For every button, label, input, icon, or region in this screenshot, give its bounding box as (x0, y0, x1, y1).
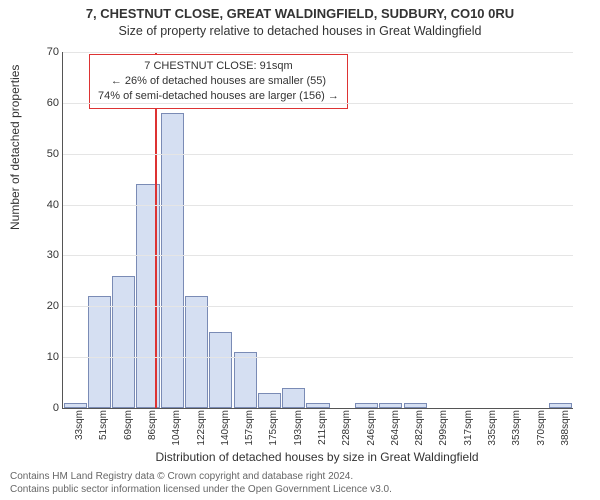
y-tick-label: 0 (33, 402, 59, 414)
histogram-bar (549, 403, 572, 408)
histogram-bar (64, 403, 87, 408)
histogram-bar (379, 403, 402, 408)
gridline (63, 255, 573, 256)
histogram-bar (112, 276, 135, 408)
x-tick-label: 317sqm (463, 410, 474, 446)
x-tick-label: 299sqm (438, 410, 449, 446)
y-tick-label: 20 (33, 300, 59, 312)
x-tick-label: 86sqm (147, 410, 158, 440)
gridline (63, 306, 573, 307)
histogram-bar (282, 388, 305, 408)
gridline (63, 52, 573, 53)
x-tick-label: 353sqm (511, 410, 522, 446)
x-tick-label: 33sqm (74, 410, 85, 440)
annotation-box: 7 CHESTNUT CLOSE: 91sqm ← 26% of detache… (89, 54, 348, 109)
x-tick-label: 335sqm (487, 410, 498, 446)
y-tick-label: 40 (33, 199, 59, 211)
page-title-sub: Size of property relative to detached ho… (0, 24, 600, 38)
page-title-address: 7, CHESTNUT CLOSE, GREAT WALDINGFIELD, S… (0, 6, 600, 21)
y-tick-label: 60 (33, 97, 59, 109)
gridline (63, 154, 573, 155)
x-tick-label: 140sqm (220, 410, 231, 446)
histogram-bar (185, 296, 208, 408)
attribution-footer: Contains HM Land Registry data © Crown c… (10, 471, 590, 496)
footer-line1: Contains HM Land Registry data © Crown c… (10, 471, 590, 484)
footer-line2: Contains public sector information licen… (10, 484, 590, 497)
histogram-bar (258, 393, 281, 408)
x-axis-label: Distribution of detached houses by size … (62, 450, 572, 464)
y-tick-label: 70 (33, 46, 59, 58)
histogram-bar (88, 296, 111, 408)
histogram-bar (355, 403, 378, 408)
x-tick-label: 246sqm (366, 410, 377, 446)
annotation-line2: ← 26% of detached houses are smaller (55… (98, 74, 339, 89)
y-axis-label: Number of detached properties (8, 65, 22, 230)
x-tick-label: 193sqm (293, 410, 304, 446)
chart-plot-area: 7 CHESTNUT CLOSE: 91sqm ← 26% of detache… (62, 52, 573, 409)
gridline (63, 103, 573, 104)
histogram-bar (234, 352, 257, 408)
x-tick-label: 370sqm (536, 410, 547, 446)
y-tick-label: 50 (33, 148, 59, 160)
gridline (63, 205, 573, 206)
x-tick-label: 157sqm (244, 410, 255, 446)
annotation-line3: 74% of semi-detached houses are larger (… (98, 89, 339, 104)
x-tick-label: 211sqm (317, 410, 328, 445)
x-tick-label: 228sqm (341, 410, 352, 446)
x-tick-label: 264sqm (390, 410, 401, 446)
x-tick-label: 51sqm (98, 410, 109, 440)
x-tick-label: 388sqm (560, 410, 571, 446)
histogram-bar (404, 403, 427, 408)
x-tick-label: 104sqm (171, 410, 182, 446)
y-tick-label: 10 (33, 351, 59, 363)
gridline (63, 357, 573, 358)
x-tick-label: 122sqm (196, 410, 207, 446)
x-tick-label: 282sqm (414, 410, 425, 446)
x-tick-label: 175sqm (268, 410, 279, 446)
x-tick-label: 69sqm (123, 410, 134, 440)
histogram-bar (161, 113, 184, 408)
histogram-bar (209, 332, 232, 408)
histogram-bar (306, 403, 329, 408)
y-tick-label: 30 (33, 249, 59, 261)
annotation-line1: 7 CHESTNUT CLOSE: 91sqm (98, 59, 339, 74)
